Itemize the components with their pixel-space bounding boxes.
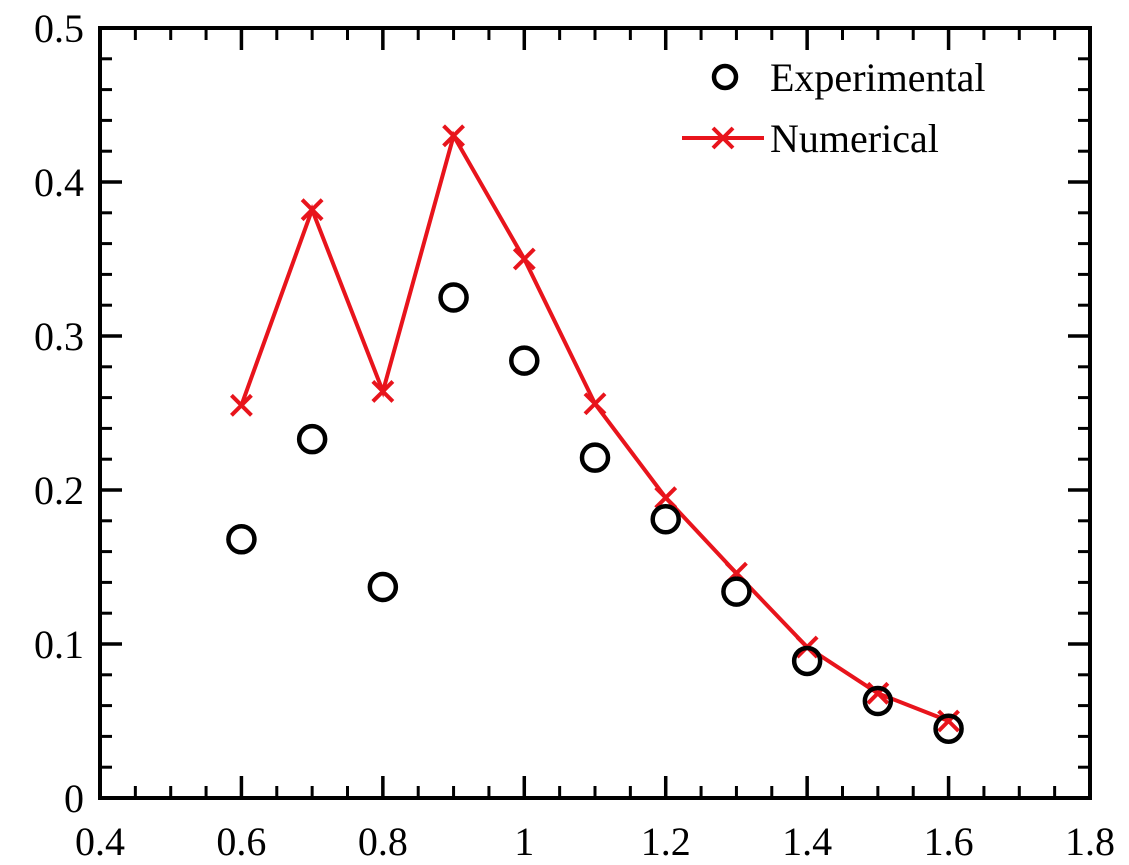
legend-marker-experimental xyxy=(711,63,739,91)
x-tick-label: 0.8 xyxy=(358,819,408,864)
x-tick-label: 1.2 xyxy=(641,819,691,864)
numerical-series xyxy=(230,124,960,733)
experimental-point xyxy=(579,442,611,473)
experimental-point xyxy=(296,423,328,455)
x-tick-label: 0.4 xyxy=(75,819,125,864)
numerical-point xyxy=(937,709,960,733)
numerical-point xyxy=(230,393,253,417)
experimental-point xyxy=(933,713,964,744)
experimental-point xyxy=(862,685,894,717)
legend: Experimental Numerical xyxy=(682,55,985,161)
x-tick-label: 1 xyxy=(514,819,534,864)
numerical-point xyxy=(300,198,324,222)
numerical-point xyxy=(583,392,607,416)
x-tick-labels: 0.4 0.6 0.8 1 1.2 1.4 1.6 1.8 xyxy=(75,819,1115,864)
y-tick-label: 0.2 xyxy=(34,468,84,513)
experimental-point xyxy=(791,645,823,677)
legend-label-numerical: Numerical xyxy=(770,116,939,161)
x-tick-label: 0.6 xyxy=(216,819,266,864)
experimental-point xyxy=(367,571,399,603)
numerical-point xyxy=(654,486,678,510)
legend-item-numerical: Numerical xyxy=(682,116,939,161)
legend-label-experimental: Experimental xyxy=(770,55,985,100)
experimental-point xyxy=(438,282,469,313)
x-tick-label: 1.6 xyxy=(924,819,974,864)
experimental-point xyxy=(721,576,752,607)
x-tick-label: 1.8 xyxy=(1065,819,1115,864)
experimental-point xyxy=(650,504,681,535)
numerical-point xyxy=(512,247,536,271)
experimental-series xyxy=(226,282,964,744)
plot-frame xyxy=(98,26,1092,800)
numerical-point xyxy=(866,681,890,705)
y-tick-label: 0.1 xyxy=(34,622,84,667)
experimental-point xyxy=(509,345,540,376)
numerical-line xyxy=(239,130,950,723)
y-tick-labels: 0 0.1 0.2 0.3 0.4 0.5 xyxy=(34,6,84,821)
experimental-point xyxy=(226,524,257,555)
y-tick-label: 0.5 xyxy=(34,6,84,51)
numerical-point xyxy=(371,380,395,403)
legend-marker-numerical xyxy=(711,126,735,150)
legend-item-experimental: Experimental xyxy=(711,55,985,100)
y-tick-label: 0 xyxy=(64,776,84,821)
x-tick-label: 1.4 xyxy=(782,819,832,864)
y-tick-label: 0.3 xyxy=(34,314,84,359)
y-tick-label: 0.4 xyxy=(34,160,84,205)
numerical-point xyxy=(442,124,465,148)
